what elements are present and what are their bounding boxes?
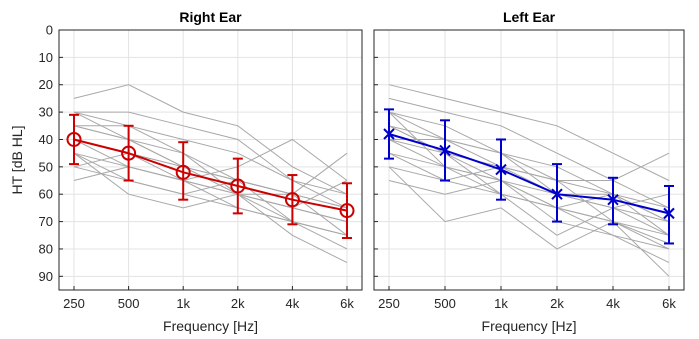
- mean-point-marker: [121, 145, 137, 161]
- x-tick-label: 6k: [340, 296, 354, 311]
- x-tick-label: 1k: [176, 296, 190, 311]
- panel-left-ear: 250 500 1k 2k 4k 6k Left Ear Frequency [Hz]: [373, 9, 685, 334]
- individual-series-line: [388, 84, 670, 181]
- x-tick-label: 4k: [286, 296, 300, 311]
- individual-series-line: [388, 125, 670, 236]
- individual-series-line: [73, 152, 348, 264]
- x-tick-label: 500: [118, 296, 140, 311]
- x-axis-label: Frequency [Hz]: [163, 318, 258, 334]
- x-axis-label: Frequency [Hz]: [482, 318, 577, 334]
- y-tick-label: 40: [39, 132, 53, 147]
- y-tick-label: 0: [46, 23, 53, 38]
- mean-point-marker: [663, 207, 675, 220]
- x-tick-label: 2k: [550, 296, 564, 311]
- y-tick-label: 70: [39, 214, 53, 229]
- individual-series-line: [74, 111, 348, 209]
- marker-stroke: [383, 128, 395, 140]
- mean-series-line: [388, 133, 670, 215]
- x-tick-label: 250: [63, 296, 85, 311]
- x-tick-label: 2k: [231, 296, 245, 311]
- individual-series-line: [388, 111, 670, 223]
- mean-point-marker: [383, 128, 395, 140]
- y-tick-label: 20: [39, 77, 53, 92]
- mean-point-marker: [175, 164, 191, 180]
- individual-series-line: [388, 166, 670, 244]
- x-tick-label: 1k: [494, 296, 508, 311]
- mean-point-marker: [551, 188, 563, 200]
- y-tick-label: 50: [39, 159, 53, 174]
- individual-series-line: [388, 166, 670, 277]
- individual-series-line: [73, 111, 348, 195]
- y-tick-label: 30: [39, 105, 53, 120]
- individual-series-line: [73, 84, 348, 195]
- chart-title: Right Ear: [179, 9, 242, 25]
- mean-point-marker: [66, 131, 82, 147]
- individual-series-line: [73, 125, 348, 209]
- marker-stroke: [663, 207, 675, 220]
- individual-series-line: [73, 152, 348, 209]
- individual-series-line: [388, 139, 670, 250]
- x-tick-label: 4k: [606, 296, 620, 311]
- chart-title: Left Ear: [503, 9, 556, 25]
- plot-area: [59, 30, 362, 290]
- x-tick-label: 6k: [662, 296, 676, 311]
- axes-frame: [58, 29, 363, 291]
- marker-stroke: [495, 163, 507, 176]
- axes-frame: [373, 29, 685, 291]
- marker-stroke: [551, 188, 563, 200]
- mean-point-marker: [230, 178, 246, 194]
- x-tick-label: 250: [378, 296, 400, 311]
- mean-point-marker: [607, 193, 619, 206]
- y-tick-label: 80: [39, 241, 53, 256]
- individual-series-line: [73, 139, 348, 236]
- mean-point-marker: [284, 192, 300, 208]
- x-tick-label: 500: [434, 296, 456, 311]
- mean-point-marker: [495, 163, 507, 176]
- y-tick-label: 90: [39, 269, 53, 284]
- individual-series-line: [388, 97, 670, 209]
- y-axis-label: HT [dB HL]: [9, 126, 25, 195]
- individual-series-line: [388, 111, 670, 209]
- marker-stroke: [607, 193, 619, 206]
- marker-stroke: [439, 144, 451, 157]
- mean-point-marker: [439, 144, 451, 157]
- mean-point-marker: [339, 203, 355, 219]
- mean-series-line: [73, 138, 348, 212]
- y-tick-label: 10: [39, 50, 53, 65]
- panel-right-ear: 250 500 1k 2k 4k 6k 0 10 20 30 40 50 60 70 80 90 Right E…: [9, 9, 363, 334]
- y-tick-label: 60: [39, 187, 53, 202]
